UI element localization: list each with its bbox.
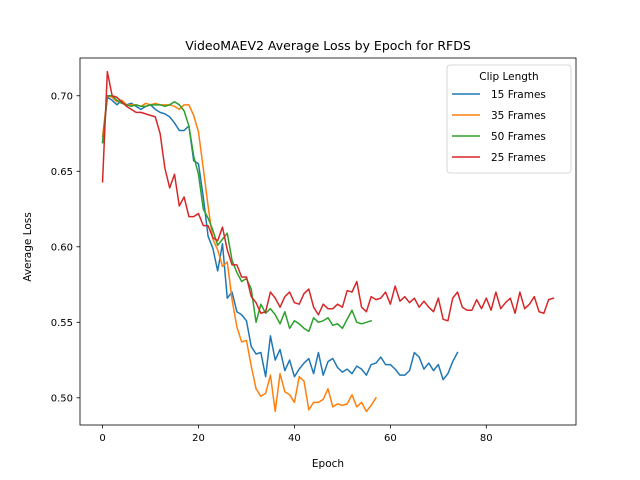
x-tick-label: 80	[480, 433, 493, 444]
legend-title: Clip Length	[479, 71, 538, 83]
y-tick-label: 0.50	[51, 393, 73, 404]
axes-layer: 0 20 40 60 80 0.50 0.55 0.60 0.65 0.70	[51, 91, 493, 444]
series-line-35-frames	[101, 95, 378, 413]
plot-frame	[79, 57, 577, 426]
series-line-50-frames	[101, 95, 373, 333]
series-line-15-frames	[101, 96, 459, 381]
x-tick-label: 60	[384, 433, 397, 444]
legend-label: 25 Frames	[491, 152, 546, 164]
y-tick-label: 0.70	[51, 91, 73, 102]
chart-title: VideoMAEV2 Average Loss by Epoch for RFD…	[185, 38, 471, 53]
legend-items: 15 Frames 35 Frames 50 Frames 25 Frames	[452, 89, 546, 164]
legend-label: 35 Frames	[491, 110, 546, 122]
y-tick-label: 0.60	[51, 242, 73, 253]
legend-label: 15 Frames	[491, 89, 546, 101]
y-tick-label: 0.55	[51, 318, 73, 329]
x-tick-label: 40	[288, 433, 301, 444]
x-axis-label: Epoch	[312, 458, 344, 470]
series-line-25-frames	[101, 70, 555, 322]
legend: Clip Length 15 Frames 35 Frames 50 Frames 2…	[446, 64, 572, 174]
y-tick-label: 0.65	[51, 167, 73, 178]
legend-label: 50 Frames	[491, 131, 546, 143]
x-tick-label: 0	[99, 433, 105, 444]
x-tick-label: 20	[192, 433, 205, 444]
legend-box	[446, 64, 572, 174]
y-axis-label: Average Loss	[22, 212, 34, 282]
series-layer	[101, 70, 555, 413]
